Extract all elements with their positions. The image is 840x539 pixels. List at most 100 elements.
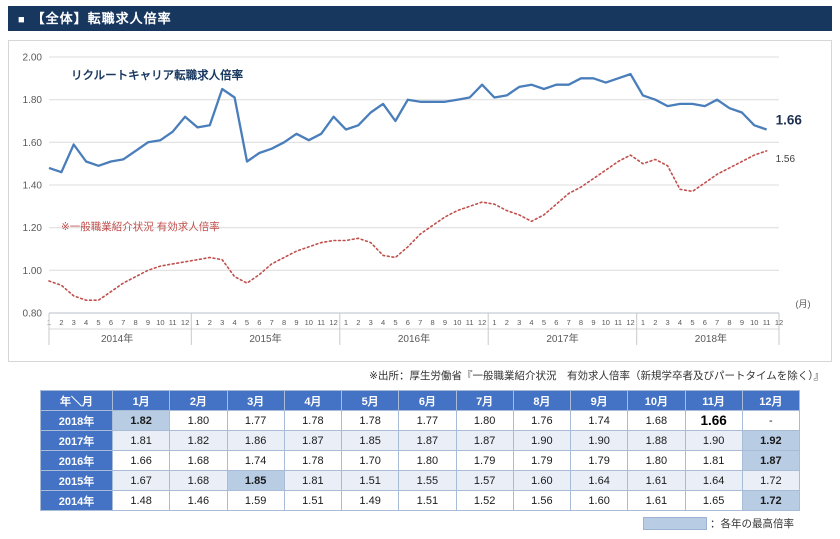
ratio-cell: 1.80 (627, 450, 686, 471)
ratio-cell: 1.68 (169, 450, 228, 471)
title-bullet-icon: ■ (18, 14, 26, 26)
x-month-label: 5 (96, 318, 100, 327)
x-month-label: 8 (579, 318, 583, 327)
x-month-label: 1 (641, 318, 645, 327)
y-tick-label: 1.80 (23, 95, 43, 106)
x-year-label: 2017年 (546, 332, 578, 345)
ratio-cell: 1.68 (169, 470, 228, 491)
chart-panel: 0.801.001.201.401.601.802.00123456789101… (8, 40, 832, 362)
ratio-cell: 1.51 (398, 490, 457, 511)
x-month-label: 1 (344, 318, 348, 327)
x-month-label: 3 (517, 318, 521, 327)
x-month-label: 7 (715, 318, 719, 327)
ratio-cell: 1.81 (283, 470, 343, 491)
ratio-cell: 1.77 (398, 410, 457, 431)
table-row: 2018年 1.82 1.80 1.77 1.78 1.78 1.77 1.80 1.76 1.7… (40, 410, 801, 431)
table-row: 2014年 1.48 1.46 1.59 1.51 1.49 1.51 1.52 1.56 1.6… (40, 490, 801, 511)
ratio-cell: 1.61 (627, 470, 686, 491)
ratio-cell: 1.79 (512, 450, 572, 471)
month-column-header: 8月 (512, 390, 572, 411)
ratio-cell: 1.82 (169, 430, 228, 451)
ratio-cell: 1.88 (627, 430, 686, 451)
y-tick-label: 1.60 (23, 138, 43, 149)
x-month-label: 4 (233, 318, 237, 327)
blue-series-label: リクルートキャリア転職求人倍率 (71, 68, 244, 82)
page-title: ■ 【全体】転職求人倍率 (8, 6, 832, 31)
ratio-cell: 1.64 (569, 470, 629, 491)
ratio-cell: 1.80 (455, 410, 514, 431)
ratio-cell: 1.72 (741, 490, 801, 511)
legend-swatch (643, 517, 707, 530)
x-month-label: 8 (727, 318, 731, 327)
x-month-label: 2 (59, 318, 63, 327)
x-month-label: 5 (542, 318, 546, 327)
ratio-cell: 1.86 (226, 430, 285, 451)
ratio-cell: - (741, 410, 801, 431)
x-month-label: 3 (369, 318, 373, 327)
x-month-label: 9 (740, 318, 744, 327)
x-month-label: 2 (208, 318, 212, 327)
ratio-cell: 1.90 (684, 430, 743, 451)
ratio-cell: 1.57 (455, 470, 514, 491)
month-column-header: 4月 (283, 390, 343, 411)
x-month-label: 7 (270, 318, 274, 327)
x-month-label: 11 (614, 318, 622, 327)
x-month-label: 12 (478, 318, 486, 327)
month-column-header: 7月 (455, 390, 514, 411)
x-month-label: 12 (329, 318, 337, 327)
ratio-cell: 1.51 (340, 470, 400, 491)
x-month-label: 3 (666, 318, 670, 327)
x-month-label: 2 (653, 318, 657, 327)
x-year-label: 2014年 (101, 332, 133, 345)
dotted-effective-ratio-line (48, 150, 768, 302)
ratio-cell: 1.80 (398, 450, 457, 471)
ratio-cell: 1.51 (283, 490, 343, 511)
x-month-label: 11 (466, 318, 474, 327)
x-month-label: 11 (169, 318, 177, 327)
x-month-label: 8 (431, 318, 435, 327)
x-month-label: 10 (453, 318, 461, 327)
ratio-cell: 1.48 (111, 490, 171, 511)
x-month-label: 7 (418, 318, 422, 327)
month-column-header: 3月 (226, 390, 285, 411)
ratio-cell: 1.68 (627, 410, 686, 431)
y-tick-label: 1.00 (23, 266, 43, 277)
x-unit-label: (月) (796, 299, 811, 309)
ratio-cell: 1.87 (398, 430, 457, 451)
x-month-label: 4 (529, 318, 533, 327)
month-column-header: 6月 (398, 390, 457, 411)
ratio-cell: 1.90 (512, 430, 572, 451)
x-month-label: 5 (690, 318, 694, 327)
ratio-cell: 1.85 (340, 430, 400, 451)
x-month-label: 6 (109, 318, 113, 327)
page-title-label: 【全体】転職求人倍率 (31, 11, 172, 26)
x-month-label: 4 (84, 318, 88, 327)
x-month-label: 1 (492, 318, 496, 327)
x-month-label: 12 (181, 318, 189, 327)
x-month-label: 3 (220, 318, 224, 327)
ratio-cell: 1.66 (684, 410, 743, 431)
ratio-cell: 1.61 (627, 490, 686, 511)
max-legend: ：各年の最高倍率 (643, 516, 794, 531)
x-month-label: 3 (72, 318, 76, 327)
ratio-cell: 1.80 (169, 410, 228, 431)
x-month-label: 2 (505, 318, 509, 327)
month-column-header: 5月 (340, 390, 400, 411)
x-month-label: 5 (245, 318, 249, 327)
x-month-label: 9 (591, 318, 595, 327)
ratio-cell: 1.78 (340, 410, 400, 431)
x-month-label: 6 (554, 318, 558, 327)
ratio-table: 年＼月 1月 2月 3月 4月 5月 6月 7月 8月 9月 10月 11月 12月 2018年 1.82 1… (40, 390, 801, 511)
year-row-header: 2016年 (40, 450, 113, 471)
ratio-cell: 1.81 (111, 430, 171, 451)
x-month-label: 5 (393, 318, 397, 327)
year-row-header: 2017年 (40, 430, 113, 451)
month-column-header: 12月 (741, 390, 801, 411)
ratio-cell: 1.56 (512, 490, 572, 511)
x-month-label: 7 (121, 318, 125, 327)
x-month-label: 6 (406, 318, 410, 327)
x-month-label: 11 (763, 318, 771, 327)
month-column-header: 1月 (111, 390, 171, 411)
ratio-cell: 1.90 (569, 430, 629, 451)
